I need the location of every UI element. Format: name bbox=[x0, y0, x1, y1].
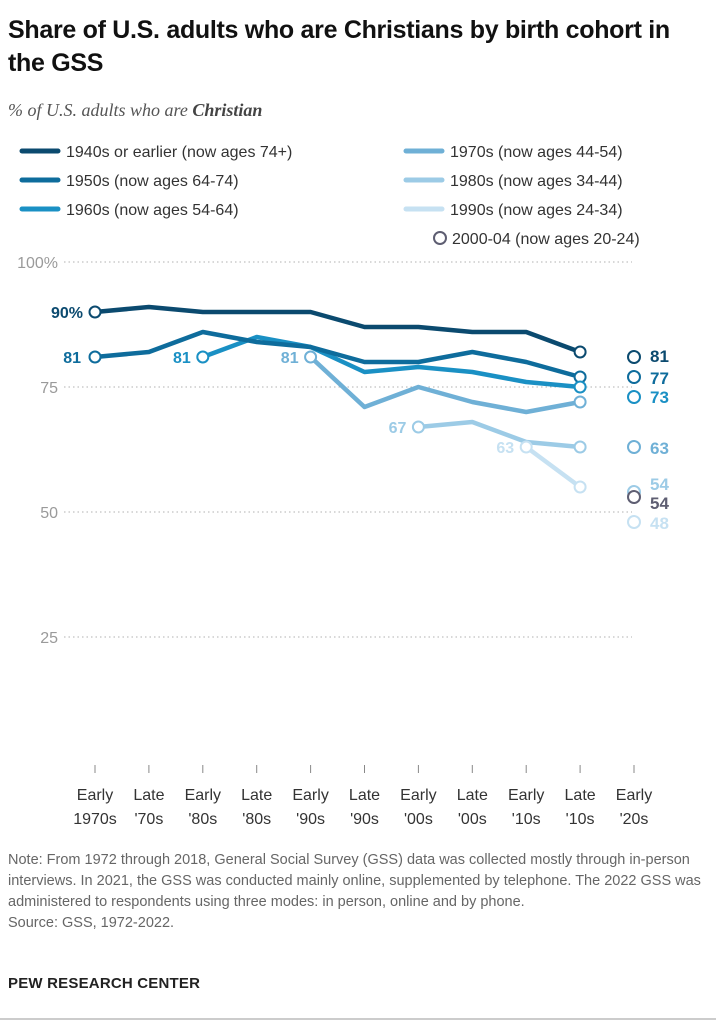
end-label-5: 48 bbox=[650, 514, 669, 533]
x-tick-label-bottom-0: 1970s bbox=[73, 811, 117, 828]
x-tick-label-top-1: Late bbox=[133, 787, 164, 804]
y-tick-label-0: 100% bbox=[17, 255, 58, 272]
series-line-0 bbox=[92, 304, 583, 355]
x-tick-label-bottom-9: '10s bbox=[566, 811, 595, 828]
x-tick-label-top-8: Early bbox=[508, 787, 544, 804]
end-label-1: 77 bbox=[650, 369, 669, 388]
x-tick-label-bottom-8: '10s bbox=[512, 811, 541, 828]
x-tick-label-bottom-6: '00s bbox=[404, 811, 433, 828]
end-marker-6 bbox=[627, 490, 641, 504]
end-marker-0 bbox=[627, 350, 641, 364]
series-line-1 bbox=[92, 329, 583, 380]
last-marker-5 bbox=[573, 480, 587, 494]
x-tick-label-bottom-3: '80s bbox=[242, 811, 271, 828]
x-tick-label-bottom-1: '70s bbox=[134, 811, 163, 828]
end-marker-3 bbox=[627, 440, 641, 454]
x-tick-label-top-7: Late bbox=[457, 787, 488, 804]
bottom-divider bbox=[0, 1018, 716, 1020]
start-marker-1 bbox=[88, 350, 102, 364]
last-marker-0 bbox=[573, 345, 587, 359]
legend-label-5: 1990s (now ages 24-34) bbox=[450, 202, 623, 219]
x-tick-label-top-10: Early bbox=[616, 787, 652, 804]
start-marker-2 bbox=[196, 350, 210, 364]
end-marker-2 bbox=[627, 390, 641, 404]
last-marker-2 bbox=[573, 380, 587, 394]
start-label-5: 63 bbox=[496, 440, 514, 457]
x-tick-label-top-3: Late bbox=[241, 787, 272, 804]
end-label-2: 73 bbox=[650, 388, 669, 407]
line-chart: 1940s or earlier (now ages 74+) 1950s (no… bbox=[17, 144, 669, 828]
x-tick-label-top-9: Late bbox=[565, 787, 596, 804]
start-marker-5 bbox=[519, 440, 533, 454]
brand-logo-text: PEW RESEARCH CENTER bbox=[8, 975, 201, 992]
chart-footer: Note: From 1972 through 2018, General So… bbox=[8, 850, 710, 934]
x-tick-label-top-5: Late bbox=[349, 787, 380, 804]
start-marker-3 bbox=[304, 350, 318, 364]
legend-swatch-6 bbox=[433, 231, 447, 245]
x-tick-label-bottom-5: '90s bbox=[350, 811, 379, 828]
series-line-4 bbox=[416, 419, 583, 450]
series-line-3 bbox=[308, 354, 583, 415]
x-tick-label-top-2: Early bbox=[185, 787, 221, 804]
start-label-4: 67 bbox=[389, 420, 407, 437]
legend-label-6: 2000-04 (now ages 20-24) bbox=[452, 231, 640, 248]
x-tick-label-bottom-7: '00s bbox=[458, 811, 487, 828]
legend-label-4: 1980s (now ages 34-44) bbox=[450, 173, 623, 190]
series-line-2 bbox=[200, 334, 583, 390]
legend-label-0: 1940s or earlier (now ages 74+) bbox=[66, 144, 292, 161]
y-tick-label-1: 75 bbox=[40, 380, 58, 397]
x-tick-label-bottom-2: '80s bbox=[188, 811, 217, 828]
end-label-0: 81 bbox=[650, 347, 669, 366]
x-tick-label-top-6: Early bbox=[400, 787, 436, 804]
legend-label-2: 1960s (now ages 54-64) bbox=[66, 202, 239, 219]
y-tick-label-2: 50 bbox=[40, 505, 58, 522]
last-marker-4 bbox=[573, 440, 587, 454]
start-label-3: 81 bbox=[281, 350, 299, 367]
x-tick-label-bottom-10: '20s bbox=[620, 811, 649, 828]
subtitle-prefix: % of U.S. adults who are bbox=[8, 100, 193, 120]
chart-title: Share of U.S. adults who are Christians … bbox=[8, 16, 670, 77]
start-label-2: 81 bbox=[173, 350, 191, 367]
start-marker-4 bbox=[411, 420, 425, 434]
end-label-3: 63 bbox=[650, 439, 669, 458]
chart-source: Source: GSS, 1972-2022. bbox=[8, 915, 175, 931]
chart-subtitle: % of U.S. adults who are Christian bbox=[8, 100, 262, 121]
end-label-4: 54 bbox=[650, 475, 669, 494]
start-marker-0 bbox=[88, 305, 102, 319]
chart-note: Note: From 1972 through 2018, General So… bbox=[8, 852, 701, 910]
end-label-6: 54 bbox=[650, 494, 669, 513]
subtitle-emphasis: Christian bbox=[192, 100, 263, 120]
start-label-1: 81 bbox=[63, 350, 81, 367]
end-marker-5 bbox=[627, 515, 641, 529]
last-marker-3 bbox=[573, 395, 587, 409]
legend-label-3: 1970s (now ages 44-54) bbox=[450, 144, 623, 161]
x-tick-label-top-4: Early bbox=[292, 787, 328, 804]
series-line-5 bbox=[523, 444, 583, 490]
x-tick-label-bottom-4: '90s bbox=[296, 811, 325, 828]
x-tick-label-top-0: Early bbox=[77, 787, 113, 804]
y-tick-label-3: 25 bbox=[40, 630, 58, 647]
start-label-0: 90% bbox=[51, 305, 83, 322]
end-marker-1 bbox=[627, 370, 641, 384]
legend-label-1: 1950s (now ages 64-74) bbox=[66, 173, 239, 190]
